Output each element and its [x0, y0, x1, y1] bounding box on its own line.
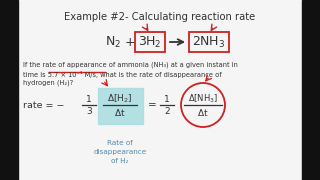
- Text: 2: 2: [164, 107, 170, 116]
- Text: rate = −: rate = −: [23, 100, 65, 109]
- Text: $\Delta$[NH$_3$]: $\Delta$[NH$_3$]: [188, 93, 218, 105]
- Text: 3: 3: [86, 107, 92, 116]
- Text: If the rate of appearance of ammonia (NH₃) at a given instant in: If the rate of appearance of ammonia (NH…: [23, 62, 238, 69]
- Text: N$_2$: N$_2$: [105, 34, 121, 50]
- Text: Example #2- Calculating reaction rate: Example #2- Calculating reaction rate: [64, 12, 256, 22]
- Text: $\Delta$t: $\Delta$t: [114, 107, 126, 118]
- Text: 1: 1: [86, 96, 92, 105]
- Text: $\Delta$[H$_2$]: $\Delta$[H$_2$]: [108, 93, 132, 105]
- Text: 2NH$_3$: 2NH$_3$: [192, 34, 226, 50]
- Text: 3H$_2$: 3H$_2$: [138, 34, 162, 50]
- Bar: [302, 0, 320, 180]
- Text: time is 5.7 × 10⁻¹ M/s, what is the rate of disappearance of: time is 5.7 × 10⁻¹ M/s, what is the rate…: [23, 71, 222, 78]
- Bar: [0, 0, 18, 180]
- Text: +: +: [125, 35, 135, 48]
- Text: 1: 1: [164, 96, 170, 105]
- Text: hydrogen (H₂)?: hydrogen (H₂)?: [23, 80, 73, 87]
- Text: =: =: [148, 100, 156, 110]
- Bar: [98, 88, 143, 124]
- Text: $\Delta$t: $\Delta$t: [197, 107, 209, 118]
- Text: Rate of
disappearance
of H₂: Rate of disappearance of H₂: [93, 140, 147, 164]
